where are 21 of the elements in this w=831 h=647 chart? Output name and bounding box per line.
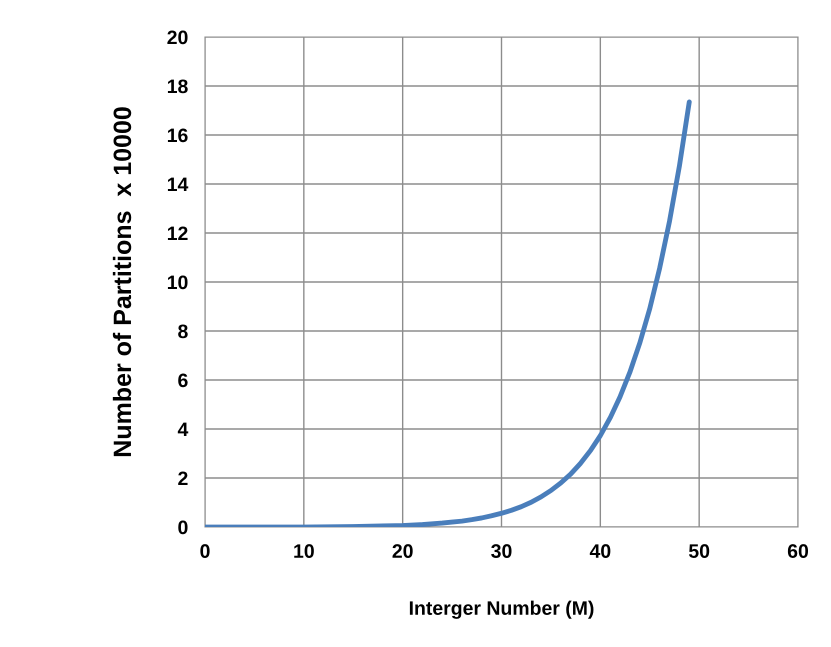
- x-tick-label: 30: [491, 544, 512, 558]
- y-tick-label: 10: [168, 275, 188, 290]
- y-tick-label: 12: [168, 226, 188, 240]
- y-tick-label: 2: [178, 471, 188, 486]
- y-tick-label: 18: [168, 79, 188, 94]
- x-tick-label: 40: [590, 544, 610, 558]
- y-tick-label: 0: [178, 520, 188, 534]
- y-tick-label: 8: [178, 324, 188, 338]
- x-tick-label: 60: [788, 544, 808, 558]
- y-tick-label: 4: [178, 422, 188, 436]
- line-series: [205, 99, 692, 527]
- x-tick-label: 10: [294, 544, 314, 558]
- x-axis-title: Interger Number (M): [410, 600, 594, 619]
- x-tick-label: 50: [688, 544, 710, 558]
- y-tick-label: 16: [168, 128, 188, 142]
- y-tick-label: 20: [167, 30, 188, 44]
- y-tick-label: 6: [178, 373, 188, 388]
- y-tick-label: 14: [168, 178, 188, 192]
- y-axis-title: Number of Partitions x 10000: [112, 107, 132, 456]
- x-tick-label: 20: [392, 544, 413, 558]
- x-tick-label: 0: [200, 544, 210, 558]
